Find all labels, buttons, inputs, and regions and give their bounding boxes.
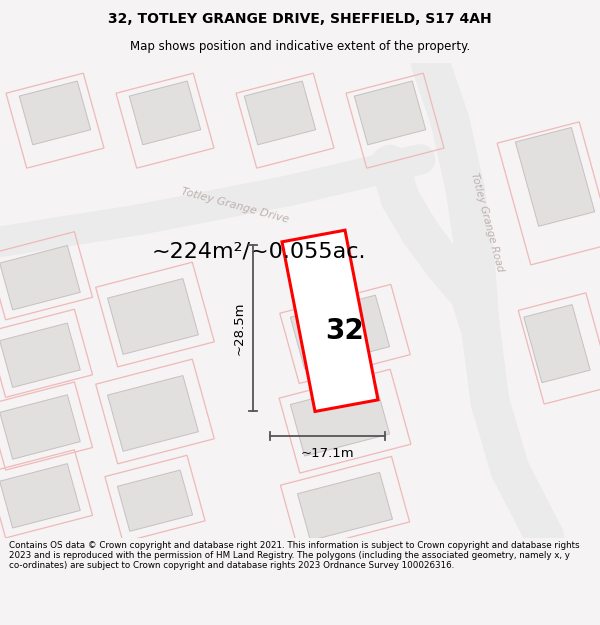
Polygon shape xyxy=(0,464,80,528)
Polygon shape xyxy=(0,395,80,459)
Polygon shape xyxy=(0,246,80,310)
Polygon shape xyxy=(107,279,199,354)
Text: 32, TOTLEY GRANGE DRIVE, SHEFFIELD, S17 4AH: 32, TOTLEY GRANGE DRIVE, SHEFFIELD, S17 … xyxy=(108,12,492,26)
Text: Contains OS data © Crown copyright and database right 2021. This information is : Contains OS data © Crown copyright and d… xyxy=(9,541,580,571)
Polygon shape xyxy=(290,382,389,456)
Polygon shape xyxy=(354,81,426,145)
Polygon shape xyxy=(524,304,590,382)
Polygon shape xyxy=(19,81,91,145)
Text: 32: 32 xyxy=(326,316,364,344)
Polygon shape xyxy=(298,472,392,541)
Polygon shape xyxy=(107,376,199,451)
Polygon shape xyxy=(118,470,193,531)
Text: ~28.5m: ~28.5m xyxy=(233,301,245,355)
Polygon shape xyxy=(290,295,389,369)
Polygon shape xyxy=(282,230,378,411)
Text: Totley Grange Road: Totley Grange Road xyxy=(469,172,505,273)
Text: Map shows position and indicative extent of the property.: Map shows position and indicative extent… xyxy=(130,41,470,53)
Polygon shape xyxy=(129,81,201,145)
Polygon shape xyxy=(244,81,316,145)
Polygon shape xyxy=(515,127,595,226)
Text: Totley Grange Drive: Totley Grange Drive xyxy=(180,187,290,225)
Text: ~224m²/~0.055ac.: ~224m²/~0.055ac. xyxy=(152,241,367,261)
Polygon shape xyxy=(0,323,80,388)
Text: ~17.1m: ~17.1m xyxy=(301,447,355,459)
